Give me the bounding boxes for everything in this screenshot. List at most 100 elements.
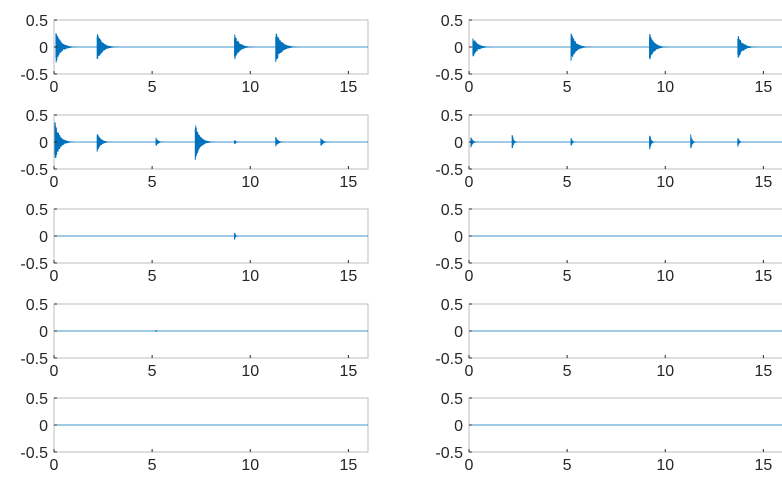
x-tick-label: 5 [148,268,157,285]
x-tick-label: 5 [563,457,572,474]
y-tick-label: 0.5 [441,297,463,314]
x-tick-label: 0 [50,174,59,191]
y-tick-label: 0 [454,418,463,435]
y-tick-label: 0 [454,229,463,246]
y-tick-label: -0.5 [20,351,48,368]
x-tick-label: 5 [148,79,157,96]
x-tick-label: 10 [656,363,674,380]
signal-burst [234,232,239,240]
y-tick-label: 0.5 [441,202,463,219]
y-tick-label: 0 [39,229,48,246]
x-tick-label: 0 [465,268,474,285]
y-tick-label: 0.5 [441,391,463,408]
subplot-3: 0 5 10 150.50-0.5 [20,108,369,191]
signal-burst [570,33,592,61]
x-tick-label: 5 [563,363,572,380]
x-tick-label: 15 [339,174,357,191]
signal-burst [96,34,120,59]
signal-burst [55,33,78,63]
x-tick-label: 15 [754,363,772,380]
y-tick-label: 0 [454,324,463,341]
y-tick-label: 0.5 [441,108,463,125]
subplot-9: 0 5 10 150.50-0.5 [20,391,369,474]
x-tick-label: 5 [148,363,157,380]
signal-burst [275,33,300,62]
x-tick-label: 15 [339,457,357,474]
x-tick-label: 5 [148,174,157,191]
x-tick-label: 0 [465,79,474,96]
y-tick-label: -0.5 [20,67,48,84]
y-tick-label: -0.5 [435,67,463,84]
y-tick-label: 0 [39,40,48,57]
signal-burst [155,330,160,332]
x-tick-label: 10 [241,174,259,191]
x-tick-label: 15 [339,79,357,96]
signal-burst [472,38,493,57]
y-tick-label: -0.5 [435,256,463,273]
y-tick-label: 0 [39,135,48,152]
signal-burst [234,140,241,144]
x-tick-label: 10 [656,174,674,191]
signal-burst [570,138,578,146]
signal-burst [511,135,519,149]
x-tick-label: 15 [339,268,357,285]
y-tick-label: 0.5 [26,13,48,30]
x-tick-label: 10 [656,79,674,96]
signal-burst [54,122,76,159]
signal-burst [234,34,255,60]
y-tick-label: 0.5 [26,391,48,408]
y-tick-label: -0.5 [435,351,463,368]
signal-burst [194,125,216,160]
y-tick-label: 0.5 [441,13,463,30]
signal-burst [320,138,332,146]
y-tick-label: 0 [454,135,463,152]
y-tick-label: -0.5 [435,445,463,462]
signal-burst [649,34,670,60]
y-tick-label: -0.5 [20,162,48,179]
x-tick-label: 0 [50,268,59,285]
x-tick-label: 15 [754,268,772,285]
y-tick-label: 0.5 [26,297,48,314]
x-tick-label: 0 [50,79,59,96]
x-tick-label: 15 [754,457,772,474]
x-tick-label: 15 [754,174,772,191]
x-tick-label: 0 [50,363,59,380]
subplot-8: 0 5 10 150.50-0.5 [435,297,782,380]
subplot-1: 0 5 10 150.50-0.5 [20,13,369,96]
subplot-5: 0 5 10 150.50-0.5 [20,202,369,285]
x-tick-label: 5 [148,457,157,474]
signal-burst [690,134,697,149]
y-tick-label: 0.5 [26,108,48,125]
y-tick-label: -0.5 [20,445,48,462]
x-tick-label: 5 [563,79,572,96]
subplot-4: 0 5 10 150.50-0.5 [435,108,782,191]
x-tick-label: 10 [241,79,259,96]
signal-burst [649,135,656,150]
y-tick-label: 0 [39,418,48,435]
x-tick-label: 10 [656,457,674,474]
x-tick-label: 10 [241,363,259,380]
x-tick-label: 0 [465,174,474,191]
x-tick-label: 10 [241,457,259,474]
x-tick-label: 5 [563,268,572,285]
y-tick-label: 0 [39,324,48,341]
x-tick-label: 0 [50,457,59,474]
subplot-2: 0 5 10 150.50-0.5 [435,13,782,96]
y-tick-label: -0.5 [20,256,48,273]
x-tick-label: 10 [656,268,674,285]
subplot-10: 0 5 10 150.50-0.5 [435,391,782,474]
y-tick-label: -0.5 [435,162,463,179]
x-tick-label: 5 [563,174,572,191]
signal-burst [96,134,114,152]
x-tick-label: 0 [465,363,474,380]
signal-burst [275,137,286,147]
x-tick-label: 10 [241,268,259,285]
subplot-6: 0 5 10 150.50-0.5 [435,202,782,285]
subplot-7: 0 5 10 150.50-0.5 [20,297,369,380]
signal-burst [737,36,758,58]
y-tick-label: 0 [454,40,463,57]
x-tick-label: 15 [754,79,772,96]
signal-burst [155,137,167,146]
x-tick-label: 15 [339,363,357,380]
